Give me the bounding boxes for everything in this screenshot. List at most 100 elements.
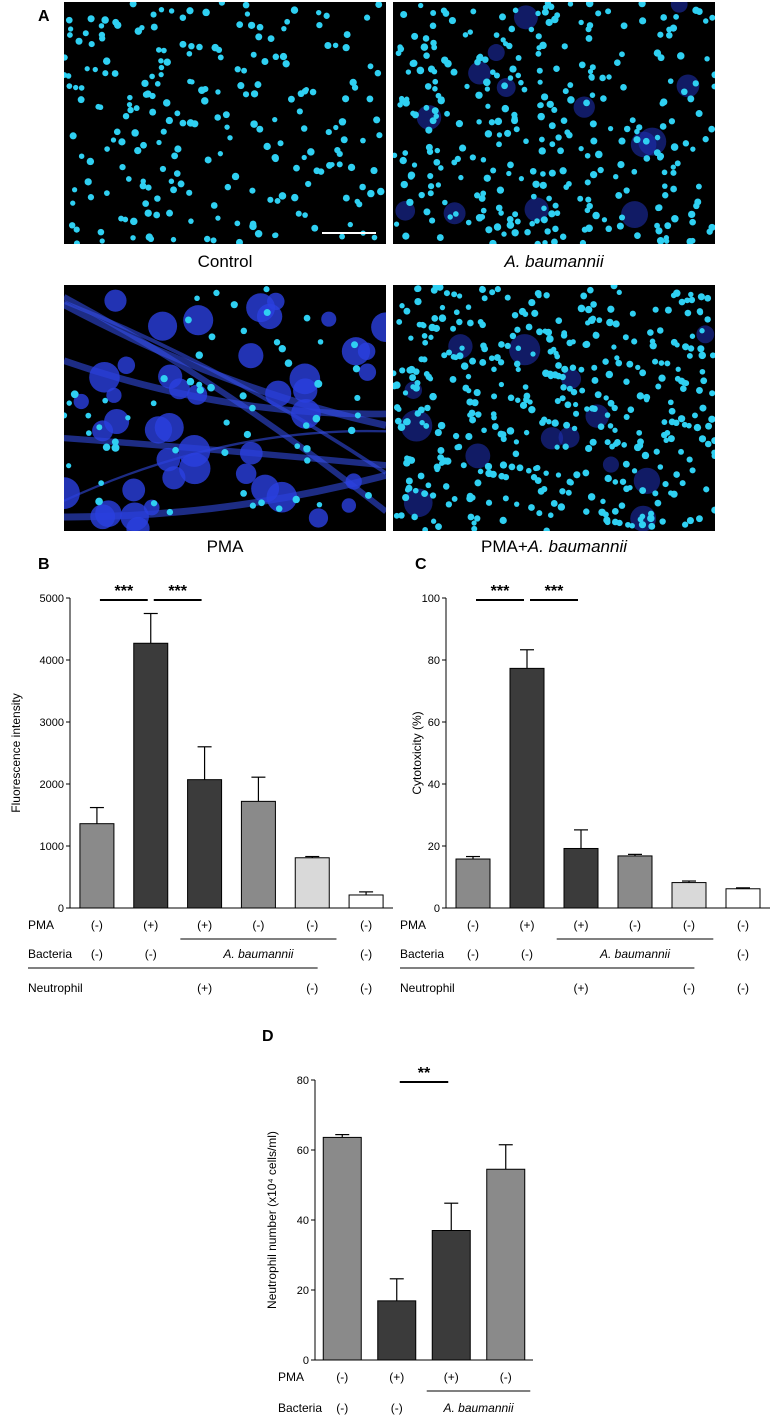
nucleus bbox=[429, 392, 437, 401]
nucleus bbox=[84, 178, 92, 186]
y-axis-label: Neutrophil number (x10⁴ cells/ml) bbox=[265, 1131, 279, 1309]
nucleus bbox=[451, 291, 458, 298]
nucleus bbox=[430, 286, 438, 294]
nucleus bbox=[497, 430, 505, 438]
nucleus bbox=[170, 236, 177, 243]
nucleus bbox=[623, 413, 630, 420]
nucleus bbox=[431, 68, 438, 75]
nucleus bbox=[554, 397, 561, 405]
nucleus bbox=[73, 240, 80, 244]
nucleus bbox=[242, 2, 250, 9]
nucleus bbox=[596, 317, 603, 324]
cell-body bbox=[179, 452, 211, 485]
nucleus bbox=[554, 444, 560, 450]
cell-body bbox=[341, 498, 357, 513]
nucleus bbox=[613, 174, 619, 180]
nucleus bbox=[249, 220, 257, 228]
nucleus bbox=[162, 99, 171, 107]
bar bbox=[294, 857, 330, 909]
cell-body bbox=[400, 409, 433, 442]
nucleus bbox=[607, 305, 615, 313]
cell-body bbox=[465, 443, 491, 469]
nucleus bbox=[507, 394, 515, 402]
nucleus bbox=[584, 305, 593, 314]
cell-body bbox=[266, 481, 298, 513]
nucleus bbox=[477, 468, 484, 475]
bar bbox=[133, 642, 169, 909]
nucleus bbox=[619, 214, 626, 221]
nucleus bbox=[513, 126, 520, 133]
nucleus bbox=[653, 448, 660, 455]
nucleus bbox=[597, 423, 605, 430]
nucleus bbox=[511, 229, 519, 237]
nucleus bbox=[202, 8, 210, 17]
nucleus bbox=[303, 445, 311, 453]
nucleus bbox=[412, 384, 420, 392]
nucleus bbox=[303, 314, 311, 322]
chart-c: 0 20 40 60 80 100 Cytotoxicity (%) *** *** PMA Bac… bbox=[400, 583, 770, 995]
nucleus bbox=[686, 456, 693, 463]
row-label-pma: PMA bbox=[278, 1370, 304, 1384]
pma-condition: (+) bbox=[444, 1370, 459, 1384]
nucleus bbox=[376, 132, 383, 139]
nucleus bbox=[126, 101, 133, 108]
chart-b: 0 1000 2000 3000 4000 5000 Fluorescence intens… bbox=[9, 583, 393, 995]
nucleus bbox=[696, 515, 703, 523]
bar bbox=[79, 823, 115, 909]
nucleus bbox=[139, 24, 145, 31]
nucleus bbox=[698, 351, 706, 360]
nucleus bbox=[469, 416, 477, 424]
nucleus bbox=[504, 342, 511, 349]
cell-body bbox=[267, 292, 285, 311]
nucleus bbox=[663, 238, 670, 244]
nucleus bbox=[222, 111, 230, 119]
nucleus bbox=[631, 168, 638, 175]
nucleus bbox=[127, 94, 133, 101]
nucleus bbox=[351, 84, 359, 91]
bar bbox=[563, 847, 599, 909]
nucleus bbox=[688, 210, 696, 219]
nucleus bbox=[215, 46, 223, 54]
pma-condition: (+) bbox=[574, 918, 589, 932]
nucleus bbox=[170, 186, 177, 194]
nucleus bbox=[367, 63, 374, 70]
nucleus bbox=[364, 491, 372, 499]
nucleus bbox=[215, 215, 221, 221]
nucleus bbox=[612, 479, 619, 485]
cell-body bbox=[558, 426, 580, 448]
y-tick-label: 0 bbox=[434, 903, 440, 915]
nucleus bbox=[679, 480, 686, 487]
nucleus bbox=[496, 141, 502, 148]
nucleus bbox=[296, 108, 303, 115]
cell-body bbox=[540, 427, 564, 450]
nucleus bbox=[557, 147, 564, 155]
nucleus bbox=[542, 328, 548, 334]
nucleus bbox=[428, 334, 434, 340]
nucleus bbox=[566, 478, 573, 486]
nucleus bbox=[534, 218, 540, 224]
nucleus bbox=[272, 53, 280, 61]
nucleus bbox=[695, 183, 702, 190]
nucleus bbox=[545, 18, 553, 27]
nucleus bbox=[667, 78, 674, 84]
cell-body bbox=[633, 467, 661, 495]
nucleus bbox=[595, 10, 602, 17]
cell-body bbox=[321, 311, 337, 327]
nucleus bbox=[277, 140, 284, 147]
y-tick-label: 100 bbox=[422, 593, 440, 605]
nucleus bbox=[589, 92, 596, 98]
cell-body bbox=[148, 311, 178, 341]
nucleus bbox=[145, 184, 152, 191]
nucleus bbox=[605, 225, 613, 233]
pma-condition: (-) bbox=[500, 1370, 512, 1384]
nucleus bbox=[530, 474, 538, 481]
neutrophil-condition: (-) bbox=[683, 981, 695, 995]
nucleus bbox=[513, 360, 521, 368]
nucleus bbox=[272, 232, 278, 239]
nucleus bbox=[393, 512, 400, 519]
nucleus bbox=[509, 65, 517, 73]
nucleus bbox=[87, 15, 95, 23]
nucleus bbox=[684, 309, 692, 317]
nucleus bbox=[194, 295, 200, 302]
nucleus bbox=[186, 7, 194, 15]
